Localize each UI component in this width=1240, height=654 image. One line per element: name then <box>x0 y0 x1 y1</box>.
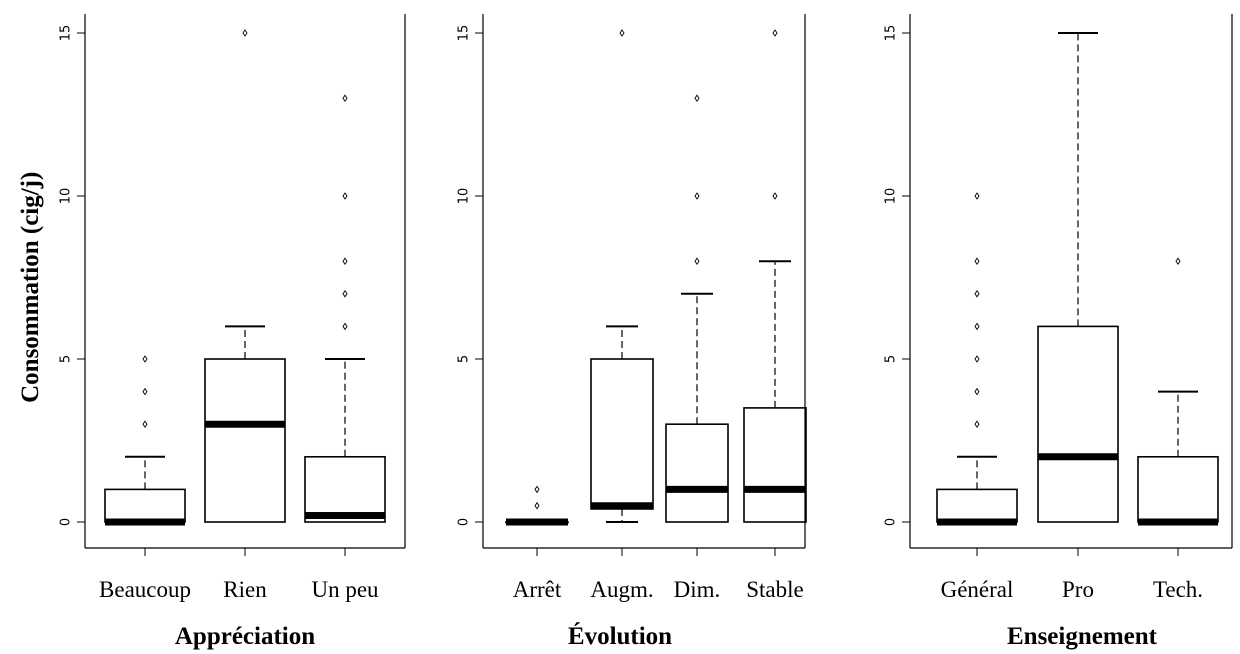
outlier-point <box>694 257 700 266</box>
box-Pro: Pro <box>1037 32 1119 602</box>
y-tick-label: 10 <box>884 188 899 205</box>
x-tick-label: Un peu <box>311 577 379 602</box>
outlier-point <box>974 289 980 298</box>
box-iqr <box>304 455 386 523</box>
x-tick-label: Tech. <box>1153 577 1203 602</box>
box-Général: Général <box>936 192 1018 602</box>
outlier-point <box>342 192 348 200</box>
outlier-point <box>772 29 778 37</box>
y-tick-label: 0 <box>457 518 472 526</box>
outlier-point <box>142 420 148 429</box>
box-Rien: Rien <box>204 29 286 602</box>
outlier-point <box>974 322 980 331</box>
box-Arrêt: Arrêt <box>505 485 569 602</box>
box-iqr <box>104 488 186 523</box>
x-tick-label: Pro <box>1062 577 1094 602</box>
y-tick-label: 5 <box>59 355 74 363</box>
y-tick-label: 10 <box>457 188 472 205</box>
y-tick-label: 15 <box>59 25 74 42</box>
box-iqr <box>204 358 286 523</box>
x-tick-label: Rien <box>223 577 267 602</box>
panel-3: 0 5 10 15 Général Pro Tech. Enseignement <box>884 14 1233 650</box>
panel-2: 0 5 10 15 Arrêt Augm. Dim. Stable Évolution <box>457 14 807 650</box>
x-axis-label: Appréciation <box>175 623 315 650</box>
box-iqr <box>665 423 729 523</box>
box-Dim.: Dim. <box>665 94 729 602</box>
x-tick-label: Augm. <box>590 577 653 602</box>
outlier-point <box>694 192 700 200</box>
box-iqr <box>936 488 1018 523</box>
outlier-point <box>974 420 980 429</box>
box-iqr <box>1037 325 1119 523</box>
x-tick-label: Stable <box>746 577 804 602</box>
y-axis-label: Consommation (cig/j) <box>17 172 44 403</box>
x-axis-label: Évolution <box>568 622 672 650</box>
outlier-point <box>534 485 540 494</box>
box-Stable: Stable <box>743 29 807 602</box>
y-tick-label: 5 <box>457 355 472 363</box>
outlier-point <box>342 322 348 331</box>
box-iqr <box>590 358 654 510</box>
outlier-point <box>974 387 980 396</box>
x-tick-label: Général <box>941 577 1014 602</box>
outlier-point <box>242 29 248 37</box>
y-tick-label: 15 <box>457 25 472 42</box>
outlier-point <box>772 192 778 200</box>
box-Un peu: Un peu <box>304 94 386 602</box>
outlier-point <box>974 192 980 200</box>
x-tick-label: Arrêt <box>513 577 562 602</box>
box-iqr <box>1137 455 1219 523</box>
outlier-point <box>694 94 700 103</box>
y-tick-label: 0 <box>59 518 74 526</box>
y-tick-label: 0 <box>884 518 899 526</box>
outlier-point <box>142 387 148 396</box>
outlier-point <box>342 289 348 298</box>
panel-1: 0 5 10 15 Beaucoup Rien Un peu Appréciation <box>59 14 406 650</box>
x-axis-label: Enseignement <box>1007 623 1158 650</box>
box-Tech.: Tech. <box>1137 257 1219 602</box>
outlier-point <box>342 257 348 266</box>
y-tick-label: 10 <box>59 188 74 205</box>
box-Augm.: Augm. <box>590 29 654 602</box>
box-iqr <box>743 407 807 523</box>
y-tick-label: 15 <box>884 25 899 42</box>
outlier-point <box>534 501 540 510</box>
outlier-point <box>1175 257 1181 266</box>
outlier-point <box>974 355 980 363</box>
outlier-point <box>619 29 625 37</box>
outlier-point <box>342 94 348 103</box>
outlier-point <box>974 257 980 266</box>
box-Beaucoup: Beaucoup <box>99 355 191 602</box>
x-tick-label: Dim. <box>674 577 721 602</box>
x-tick-label: Beaucoup <box>99 577 191 602</box>
y-tick-label: 5 <box>884 355 899 363</box>
outlier-point <box>142 355 148 363</box>
